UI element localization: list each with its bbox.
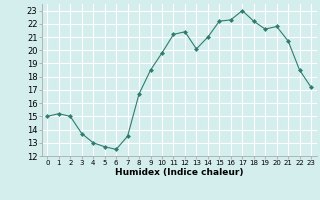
X-axis label: Humidex (Indice chaleur): Humidex (Indice chaleur) bbox=[115, 168, 244, 177]
